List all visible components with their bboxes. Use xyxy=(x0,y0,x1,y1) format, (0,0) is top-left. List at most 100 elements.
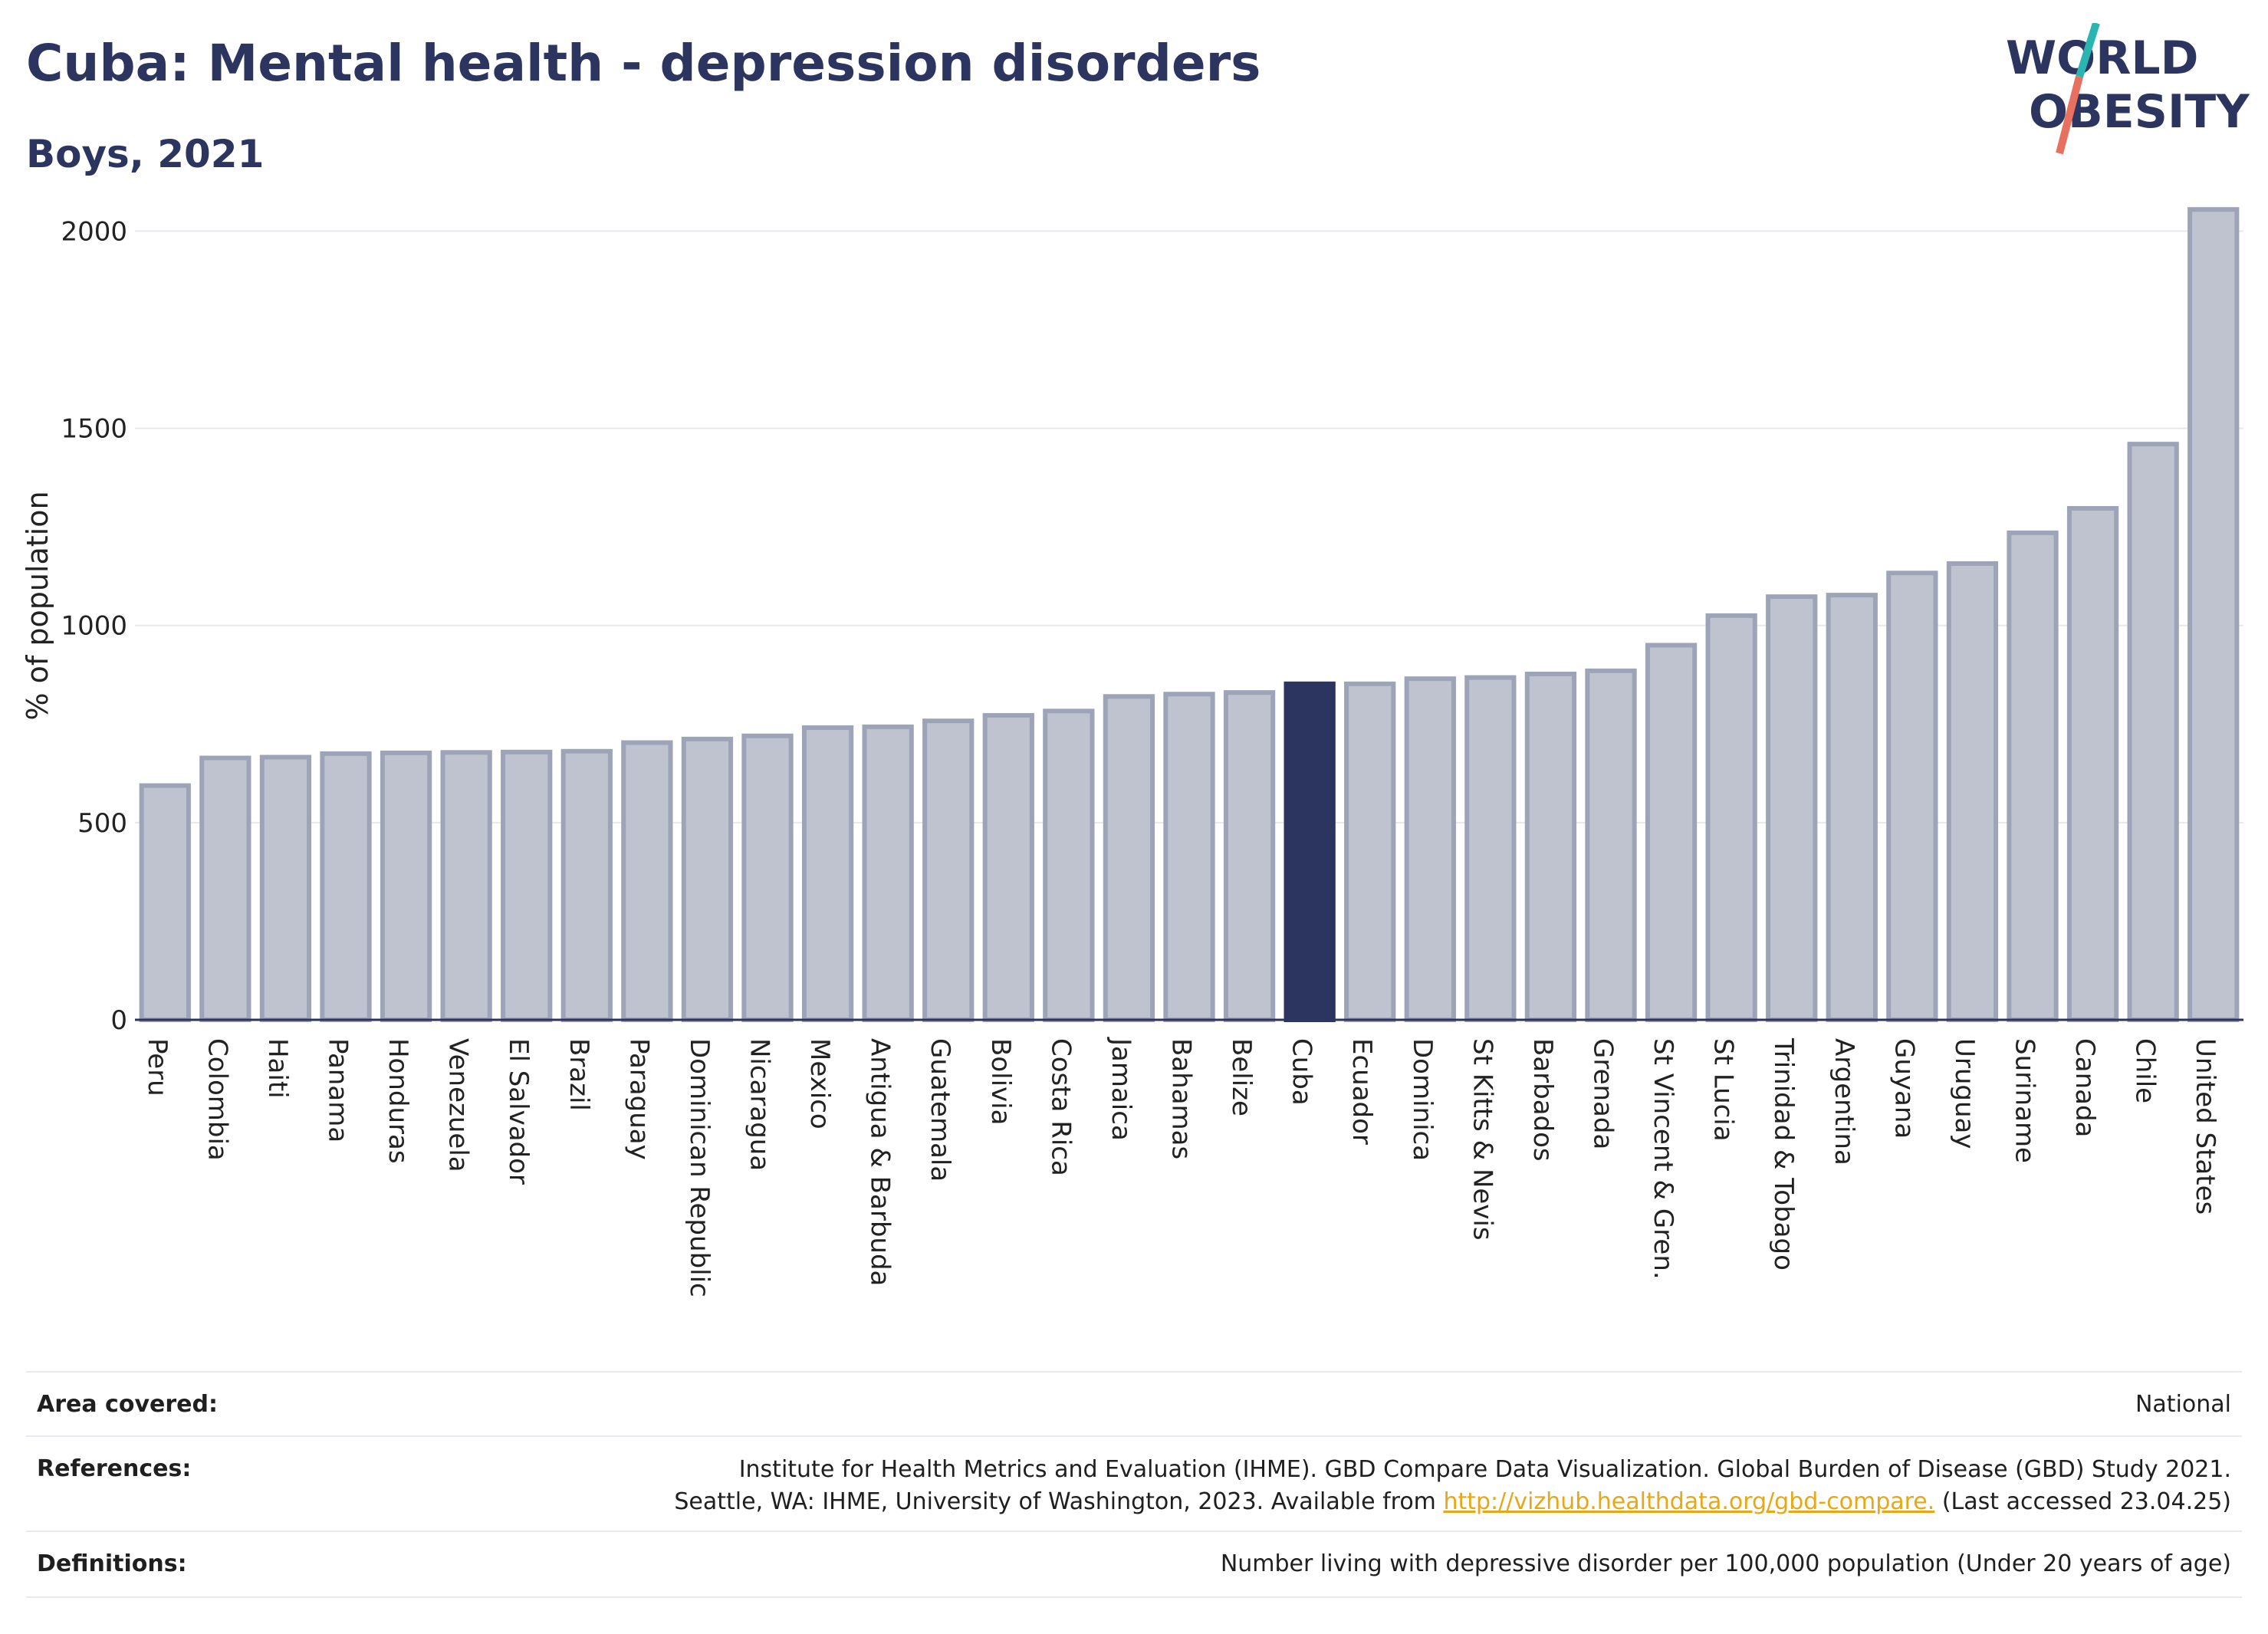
footer-table: Area covered: National References: Insti… xyxy=(26,1371,2242,1598)
x-tick-label: Peru xyxy=(142,1038,173,1096)
x-tick-label: Brazil xyxy=(564,1038,594,1111)
x-tick-label: Bolivia xyxy=(985,1038,1016,1125)
bar xyxy=(982,712,1034,1022)
bar xyxy=(741,733,794,1022)
bar xyxy=(199,755,251,1022)
x-axis-labels: Peru Colombia Haiti Panama Honduras Venezuela… xyxy=(142,1037,2220,1297)
bar xyxy=(560,748,613,1022)
bar xyxy=(801,725,854,1023)
x-tick-label: Uruguay xyxy=(1949,1038,1980,1149)
bar xyxy=(1163,692,1215,1022)
chart-subtitle: Boys, 2021 xyxy=(26,132,265,176)
x-tick-label: St Vincent & Gren. xyxy=(1648,1038,1678,1280)
bar xyxy=(1524,671,1577,1022)
bar xyxy=(2007,530,2059,1022)
chart-title: Cuba: Mental health - depression disorde… xyxy=(26,34,1261,93)
y-tick-label: 0 xyxy=(110,1005,127,1036)
references-line-2-post: (Last accessed 23.04.25) xyxy=(1934,1488,2231,1515)
definitions-key: Definitions: xyxy=(37,1550,187,1577)
x-tick-label: Bahamas xyxy=(1166,1038,1197,1159)
bar xyxy=(1766,594,1818,1022)
bar xyxy=(621,740,673,1022)
bars xyxy=(139,207,2240,1023)
x-tick-label: Grenada xyxy=(1588,1038,1619,1149)
bar xyxy=(862,724,914,1023)
bar xyxy=(320,751,372,1022)
x-tick-label: Paraguay xyxy=(623,1038,654,1160)
area-covered-value: National xyxy=(2135,1391,2231,1418)
references-line-2-pre: Seattle, WA: IHME, University of Washing… xyxy=(674,1488,1444,1515)
x-tick-label: Panama xyxy=(323,1038,353,1142)
x-tick-label: St Lucia xyxy=(1708,1038,1739,1142)
bar xyxy=(1886,570,1938,1022)
x-tick-label: Suriname xyxy=(2010,1038,2040,1163)
bar xyxy=(440,750,492,1022)
references-value: Institute for Health Metrics and Evaluat… xyxy=(674,1454,2231,1518)
bar xyxy=(1585,668,1637,1022)
x-tick-label: Antigua & Barbuda xyxy=(865,1038,896,1286)
x-tick-label: El Salvador xyxy=(503,1038,534,1185)
area-covered-key: Area covered: xyxy=(37,1391,218,1418)
bar xyxy=(259,755,312,1022)
references-line-1: Institute for Health Metrics and Evaluat… xyxy=(738,1456,2231,1483)
logo-slash-top xyxy=(2076,23,2100,78)
footer-row-area: Area covered: National xyxy=(26,1373,2242,1437)
x-tick-label: Colombia xyxy=(202,1038,232,1161)
x-tick-label: Mexico xyxy=(804,1038,835,1129)
y-axis-ticks: 0 500 1000 1500 2000 xyxy=(61,216,127,1036)
bar xyxy=(1103,694,1155,1022)
bar xyxy=(922,718,975,1023)
y-tick-label: 500 xyxy=(77,808,127,839)
x-tick-label: St Kitts & Nevis xyxy=(1467,1038,1497,1241)
bar xyxy=(1043,709,1095,1022)
y-tick-label: 1500 xyxy=(61,414,127,445)
bar xyxy=(1946,561,1999,1022)
bar xyxy=(1705,613,1757,1022)
x-tick-label: Cuba xyxy=(1287,1038,1317,1106)
bar xyxy=(1826,593,1878,1022)
logo-line-1: WORLD xyxy=(2006,31,2198,85)
bar xyxy=(1464,675,1517,1022)
x-tick-label: Argentina xyxy=(1829,1038,1859,1165)
x-tick-label: Dominican Republic xyxy=(684,1038,715,1297)
x-tick-label: Barbados xyxy=(1527,1038,1558,1162)
y-tick-label: 1000 xyxy=(61,611,127,642)
world-obesity-logo: WORLD OBESITY xyxy=(2006,23,2250,155)
bar xyxy=(1223,690,1276,1023)
bar xyxy=(2127,442,2179,1022)
x-tick-label: United States xyxy=(2190,1038,2220,1215)
bar-chart: 0 500 1000 1500 2000 Peru Colombia Haiti Panama… xyxy=(21,207,2243,1297)
x-tick-label: Dominica xyxy=(1407,1038,1438,1161)
x-tick-label: Canada xyxy=(2069,1038,2100,1137)
bar xyxy=(1645,643,1698,1023)
x-tick-label: Guyana xyxy=(1888,1038,1919,1139)
x-tick-label: Ecuador xyxy=(1346,1038,1377,1145)
bar xyxy=(1344,681,1396,1022)
definitions-value: Number living with depressive disorder p… xyxy=(1220,1550,2231,1577)
bar xyxy=(2066,505,2119,1022)
footer-row-definitions: Definitions: Number living with depressi… xyxy=(26,1532,2242,1598)
bar xyxy=(380,750,432,1022)
x-tick-label: Jamaica xyxy=(1106,1037,1136,1141)
bar-highlight xyxy=(1284,681,1336,1022)
y-axis-label: % of population xyxy=(21,491,54,720)
bar xyxy=(501,749,553,1022)
x-tick-label: Honduras xyxy=(383,1038,413,1164)
footer-row-references: References: Institute for Health Metrics… xyxy=(26,1437,2242,1532)
x-tick-label: Venezuela xyxy=(443,1038,474,1172)
x-tick-label: Costa Rica xyxy=(1045,1038,1076,1176)
x-tick-label: Nicaragua xyxy=(744,1038,775,1171)
references-line-2: Seattle, WA: IHME, University of Washing… xyxy=(674,1486,2231,1518)
x-tick-label: Guatemala xyxy=(925,1038,955,1182)
bar xyxy=(2187,207,2240,1023)
x-tick-label: Trinidad & Tobago xyxy=(1768,1037,1799,1271)
references-key: References: xyxy=(37,1455,192,1482)
x-tick-label: Belize xyxy=(1226,1038,1257,1116)
x-tick-label: Chile xyxy=(2130,1038,2161,1103)
references-link[interactable]: http://vizhub.healthdata.org/gbd-compare… xyxy=(1443,1488,1935,1515)
bar xyxy=(1404,676,1456,1023)
x-tick-label: Haiti xyxy=(262,1038,293,1099)
bar xyxy=(681,736,734,1022)
y-tick-label: 2000 xyxy=(61,216,127,247)
bar xyxy=(139,783,191,1022)
